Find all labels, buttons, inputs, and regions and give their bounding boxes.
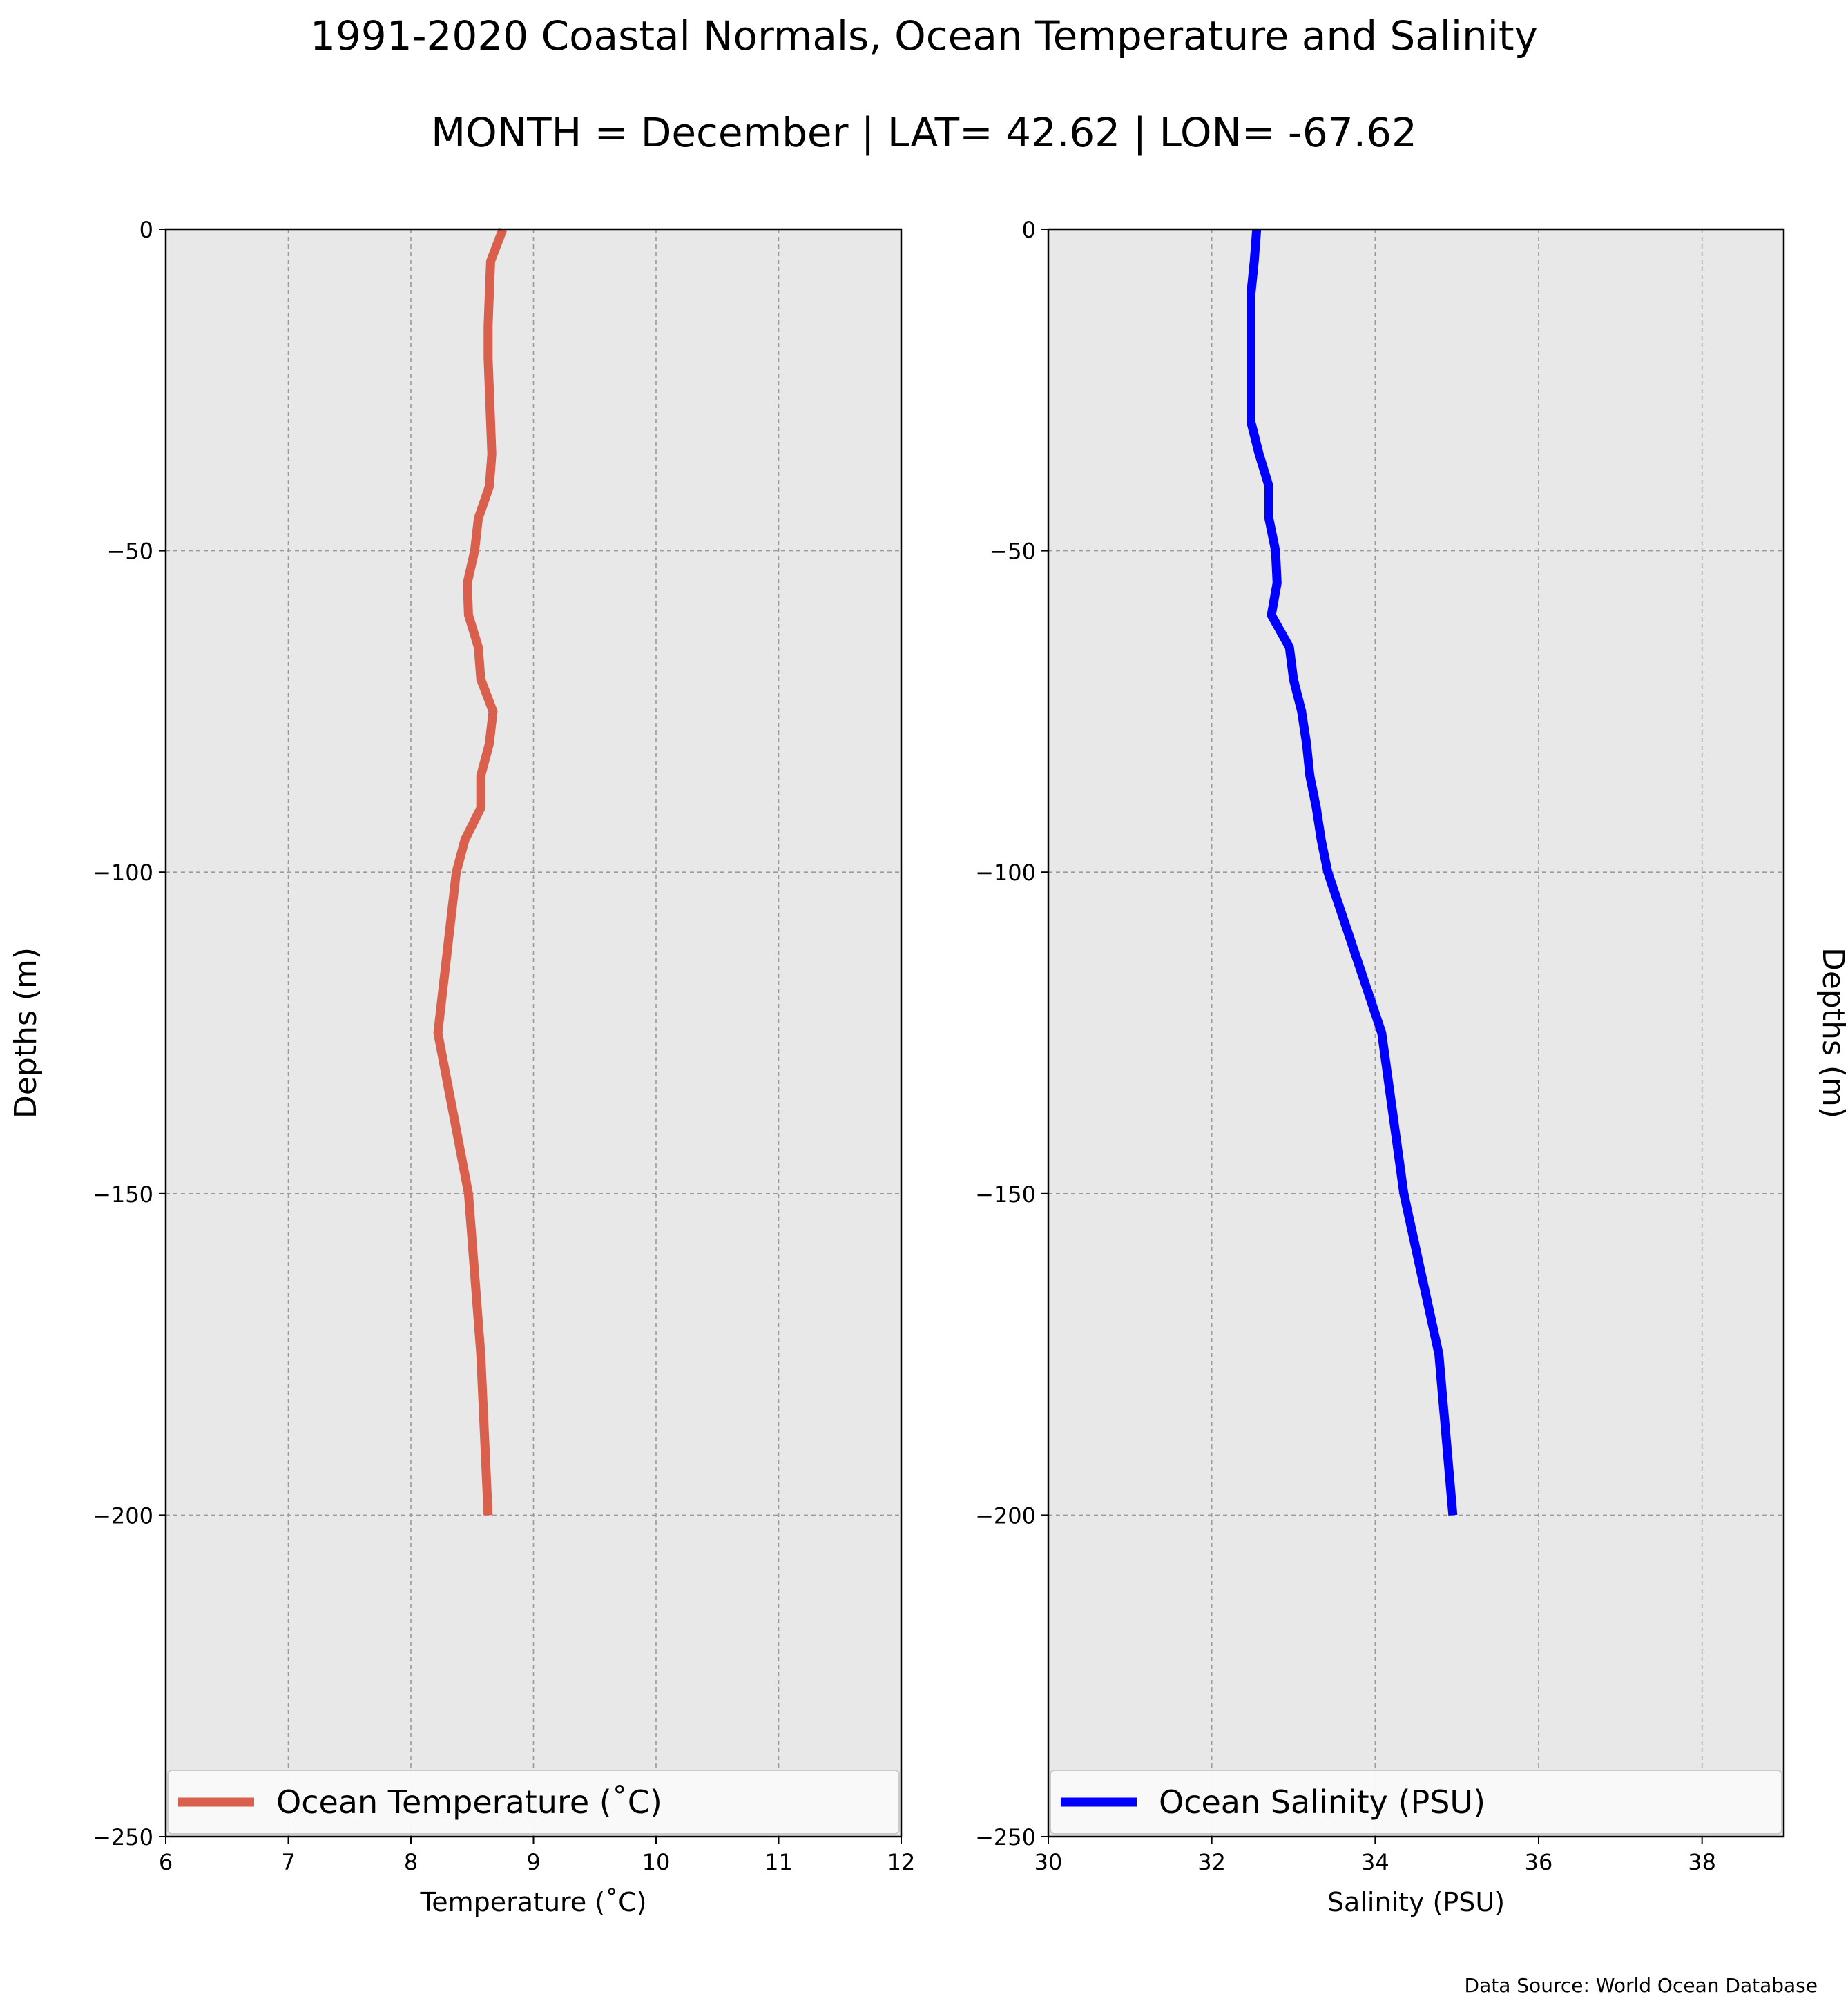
x-tick-label: 30 (1034, 1849, 1063, 1875)
data-source: Data Source: World Ocean Database (1465, 1974, 1818, 1997)
x-tick-label: 36 (1525, 1849, 1553, 1875)
y-tick-label: 0 (139, 217, 153, 243)
x-tick-label: 7 (281, 1849, 295, 1875)
x-tick-label: 12 (887, 1849, 916, 1875)
chart-title: 1991-2020 Coastal Normals, Ocean Tempera… (310, 12, 1538, 59)
y-tick-label: −150 (93, 1181, 153, 1208)
x-tick-label: 6 (159, 1849, 173, 1875)
y-tick-label: −200 (93, 1502, 153, 1529)
x-tick-label: 38 (1688, 1849, 1716, 1875)
y-tick-label: −100 (975, 860, 1036, 886)
series-line (1247, 229, 1458, 1516)
chart-subtitle: MONTH = December | LAT= 42.62 | LON= -67… (431, 109, 1417, 156)
x-tick-label: 34 (1361, 1849, 1389, 1875)
legend-box (1050, 1770, 1782, 1835)
legend: Ocean Salinity (PSU) (1050, 1770, 1782, 1835)
legend-label: Ocean Salinity (PSU) (1159, 1783, 1485, 1821)
y-tick-label: −250 (93, 1824, 153, 1850)
y-tick-label: 0 (1022, 217, 1036, 243)
salinity-panel: 30 32 34 36 38 0 −50 −100 −150 −200 −250 Salinity (… (975, 217, 1848, 1917)
temperature-panel: 6 7 8 9 10 11 12 0 −50 −100 −150 −200 −250 Temperatur… (8, 217, 915, 1917)
y-axis-label: Depths (m) (8, 947, 44, 1119)
x-tick-label: 11 (764, 1849, 793, 1875)
x-tick-label: 10 (642, 1849, 671, 1875)
legend-label: Ocean Temperature (˚C) (276, 1783, 662, 1821)
y-tick-label: −200 (975, 1502, 1036, 1529)
x-tick-label: 9 (526, 1849, 540, 1875)
plot-area (166, 229, 901, 1837)
y-axis-label: Depths (m) (1816, 947, 1848, 1119)
x-tick-label: 8 (404, 1849, 418, 1875)
legend: Ocean Temperature (˚C) (167, 1770, 900, 1835)
plot-area (1048, 229, 1784, 1837)
y-tick-label: −50 (106, 539, 153, 565)
y-tick-label: −250 (975, 1824, 1036, 1850)
x-tick-label: 32 (1197, 1849, 1226, 1875)
series-line (433, 227, 508, 1516)
legend-box (167, 1770, 900, 1835)
x-axis-label: Temperature (˚C) (420, 1887, 647, 1917)
x-axis-label: Salinity (PSU) (1327, 1887, 1505, 1917)
y-tick-label: −150 (975, 1181, 1036, 1208)
y-tick-label: −100 (93, 860, 153, 886)
axes-frame (1047, 228, 1785, 1838)
y-tick-label: −50 (989, 539, 1036, 565)
